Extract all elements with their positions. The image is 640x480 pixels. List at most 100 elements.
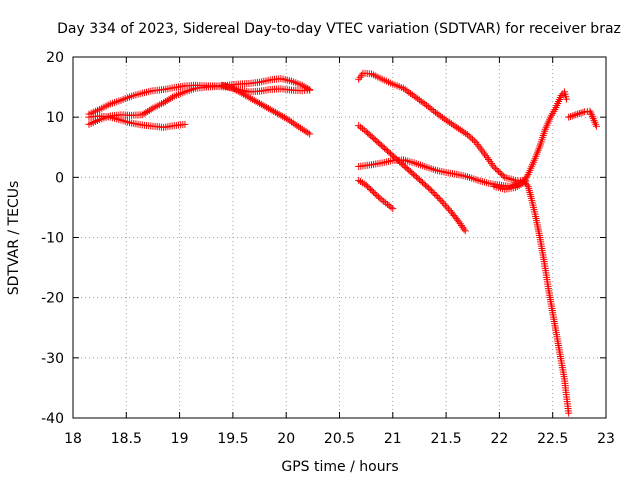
data-point-marker [572, 111, 580, 119]
data-point-marker [449, 121, 457, 129]
data-point-marker [286, 117, 294, 125]
data-point-marker [574, 110, 582, 118]
data-point-marker [387, 203, 395, 211]
data-point-marker [365, 184, 373, 192]
data-series [355, 156, 530, 190]
data-point-marker [300, 126, 308, 134]
data-point-marker [431, 190, 439, 198]
data-point-marker [277, 111, 285, 119]
data-point-marker [439, 114, 447, 122]
data-point-marker [168, 93, 176, 101]
data-series [355, 176, 397, 213]
y-tick-label: -10 [41, 231, 64, 247]
x-tick-label: 18 [64, 431, 82, 447]
data-point-marker [470, 137, 478, 145]
data-point-marker [257, 100, 265, 108]
data-point-marker [247, 94, 255, 102]
x-axis-label: GPS time / hours [281, 459, 398, 475]
data-point-marker [306, 130, 314, 138]
data-point-marker [389, 205, 397, 213]
x-tick-label: 20 [277, 431, 295, 447]
data-point-marker [163, 97, 171, 105]
data-point-marker [355, 122, 363, 130]
data-point-marker [433, 110, 441, 118]
y-axis-tick-labels: -40 -30 -20 -10 0 10 20 [41, 50, 64, 427]
data-point-marker [241, 91, 249, 99]
data-point-marker [565, 409, 573, 417]
data-point-marker [444, 205, 452, 213]
data-point-marker [565, 113, 573, 121]
data-point-marker [295, 123, 303, 131]
data-point-marker [441, 201, 449, 209]
data-point-marker [467, 134, 475, 142]
data-point-marker [298, 125, 306, 133]
data-point-marker [588, 111, 596, 119]
data-series [355, 122, 469, 235]
data-point-marker [229, 84, 237, 92]
data-point-marker [586, 107, 594, 115]
data-point-marker [243, 92, 251, 100]
x-tick-label: 20.5 [324, 431, 355, 447]
data-point-marker [498, 170, 506, 178]
data-point-marker [575, 110, 583, 118]
data-series [355, 69, 527, 185]
data-point-marker [268, 106, 276, 114]
data-point-marker [145, 106, 153, 114]
data-point-marker [426, 104, 434, 112]
data-point-marker [415, 96, 423, 104]
data-point-marker [428, 106, 436, 114]
y-tick-label: 0 [55, 170, 64, 186]
data-point-marker [161, 98, 169, 106]
data-point-marker [495, 167, 503, 175]
data-point-marker [362, 181, 370, 189]
data-point-marker [568, 112, 576, 120]
data-point-marker [431, 108, 439, 116]
data-point-marker [261, 102, 269, 110]
data-point-marker [440, 115, 448, 123]
data-point-marker [403, 87, 411, 95]
data-point-marker [424, 103, 432, 111]
data-point-marker [440, 200, 448, 208]
y-tick-label: 20 [46, 50, 64, 66]
y-tick-label: -30 [41, 351, 64, 367]
data-point-marker [289, 119, 297, 127]
data-point-marker [434, 193, 442, 201]
data-point-marker [284, 116, 292, 124]
data-point-marker [272, 108, 280, 116]
data-point-marker [263, 103, 271, 111]
data-point-marker [368, 187, 376, 195]
data-point-marker [465, 132, 473, 140]
data-point-marker [282, 114, 290, 122]
data-point-marker [429, 188, 437, 196]
data-point-marker [458, 127, 466, 135]
data-point-marker [273, 109, 281, 117]
x-axis-tick-labels: 18 18.5 19 19.5 20 20.5 21 21.5 22 22.5 23 [64, 431, 615, 447]
data-point-marker [407, 90, 415, 98]
data-point-marker [304, 129, 312, 137]
data-point-marker [414, 95, 422, 103]
data-series [565, 107, 600, 130]
data-point-marker [461, 227, 469, 235]
data-point-marker [444, 117, 452, 125]
data-point-marker [438, 198, 446, 206]
data-point-marker [435, 111, 443, 119]
data-point-marker [460, 128, 468, 136]
data-point-marker [430, 107, 438, 115]
y-tick-label: -40 [41, 411, 64, 427]
x-tick-label: 21.5 [431, 431, 462, 447]
data-point-marker [557, 92, 565, 100]
data-point-marker [460, 225, 468, 233]
data-point-marker [248, 95, 256, 103]
data-point-marker [432, 192, 440, 200]
x-tick-label: 21 [384, 431, 402, 447]
data-point-marker [279, 112, 287, 120]
data-point-marker [410, 92, 418, 100]
data-point-marker [266, 105, 274, 113]
data-point-marker [490, 163, 498, 171]
x-tick-label: 22.5 [537, 431, 568, 447]
data-point-marker [405, 88, 413, 96]
data-point-marker [455, 218, 463, 226]
x-tick-label: 23 [597, 431, 615, 447]
data-point-marker [254, 98, 262, 106]
data-point-marker [364, 183, 372, 191]
